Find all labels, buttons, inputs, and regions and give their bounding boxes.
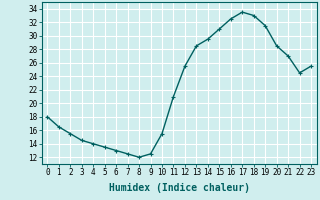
X-axis label: Humidex (Indice chaleur): Humidex (Indice chaleur) — [109, 183, 250, 193]
